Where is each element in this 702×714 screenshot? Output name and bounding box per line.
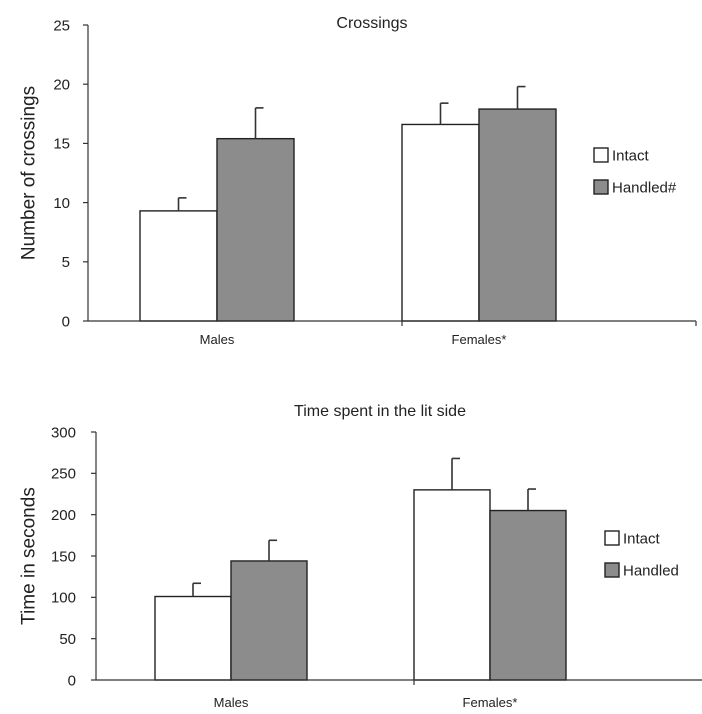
y-axis-label: Time in seconds [19, 487, 40, 625]
y-tick-label: 300 [51, 424, 76, 441]
legend-swatch-intact [593, 147, 609, 163]
crossings-chart: Crossings Number of crossings 0 5 10 15 20 25 Ma… [19, 15, 697, 347]
x-category-label: Males [214, 695, 249, 710]
y-tick-label: 250 [51, 466, 76, 483]
y-tick-label: 0 [68, 672, 76, 689]
y-tick-label: 10 [53, 195, 70, 212]
chart-title: Time spent in the lit side [294, 403, 466, 420]
legend-label-handled: Handled# [612, 179, 677, 196]
bar-intact-males [139, 210, 218, 322]
bar-intact-females [413, 489, 491, 681]
bar-handled-males [230, 560, 308, 681]
bar-intact-males [154, 595, 232, 681]
y-tick-label: 0 [62, 313, 70, 330]
y-tick-label: 25 [53, 17, 70, 34]
y-tick-label: 200 [51, 507, 76, 524]
time-lit-side-chart: Time spent in the lit side Time in second… [19, 403, 702, 710]
chart-title: Crossings [336, 15, 407, 32]
y-tick-label: 20 [53, 76, 70, 93]
legend-label-intact: Intact [612, 147, 650, 164]
bar-intact-females [401, 123, 480, 322]
y-axis-label: Number of crossings [19, 86, 40, 260]
y-tick-label: 50 [59, 631, 76, 648]
y-tick-label: 150 [51, 548, 76, 565]
legend-swatch-intact [604, 530, 620, 546]
legend-label-intact: Intact [623, 530, 661, 547]
legend-label-handled: Handled [623, 562, 679, 579]
y-tick-label: 5 [62, 254, 70, 271]
x-category-label: Females* [463, 695, 518, 710]
y-tick-label: 15 [53, 136, 70, 153]
bar-handled-females [478, 108, 557, 322]
legend-swatch-handled [604, 562, 620, 578]
x-category-label: Males [200, 332, 235, 347]
x-category-label: Females* [452, 332, 507, 347]
bar-handled-males [216, 137, 295, 322]
y-tick-label: 100 [51, 590, 76, 607]
legend-swatch-handled [593, 179, 609, 195]
bar-handled-females [489, 509, 567, 681]
